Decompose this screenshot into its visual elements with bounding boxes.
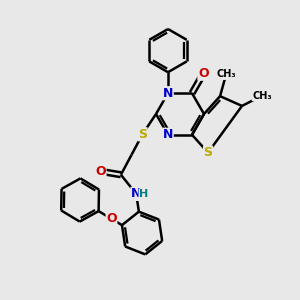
Text: S: S: [138, 128, 147, 141]
Text: H: H: [139, 189, 148, 199]
Text: N: N: [163, 87, 173, 100]
Text: O: O: [198, 67, 208, 80]
Text: O: O: [106, 212, 117, 225]
Text: O: O: [95, 165, 106, 178]
Text: CH₃: CH₃: [216, 70, 236, 80]
Text: S: S: [204, 146, 213, 159]
Text: CH₃: CH₃: [252, 91, 272, 100]
Text: N: N: [163, 128, 173, 141]
Text: N: N: [131, 188, 141, 200]
